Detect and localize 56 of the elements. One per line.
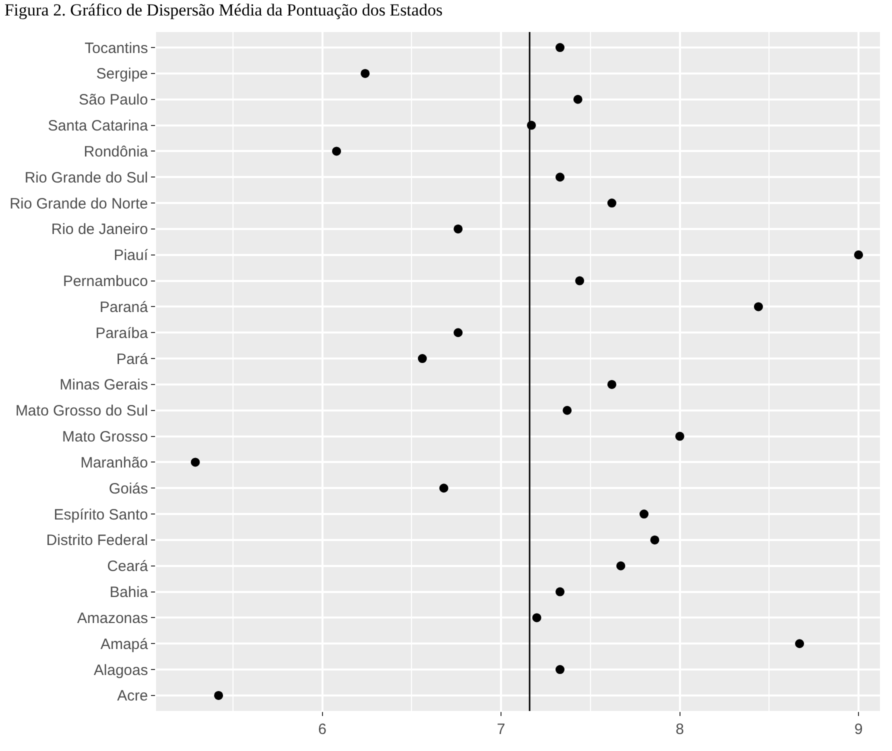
point (556, 665, 565, 674)
point (607, 380, 616, 389)
point (754, 302, 763, 312)
y-tick-label: Sergipe (96, 66, 148, 83)
y-tick-label: Paraná (100, 298, 149, 316)
point (439, 484, 448, 493)
point (556, 587, 565, 596)
y-tick-label: Minas Gerais (60, 376, 148, 394)
y-tick-label: Mato Grosso (62, 428, 148, 446)
y-tick-label: Goiás (108, 480, 148, 498)
point (607, 198, 616, 208)
y-tick-label: Rio Grande do Norte (10, 195, 148, 212)
y-tick-label: Acre (117, 688, 148, 705)
y-tick-label: Piauí (114, 247, 149, 264)
point (675, 432, 684, 441)
x-tick-label: 8 (676, 721, 684, 738)
y-tick-label: Alagoas (94, 662, 148, 679)
y-tick-label: Rio de Janeiro (51, 221, 148, 238)
point (332, 146, 342, 156)
point (556, 43, 565, 52)
point (573, 94, 582, 104)
x-tick-label: 6 (318, 721, 326, 738)
y-tick-label: Santa Catarina (48, 118, 149, 135)
y-tick-label: Amazonas (77, 610, 148, 627)
point (454, 328, 463, 338)
y-tick-label: Tocantins (84, 40, 148, 57)
point (532, 613, 542, 622)
y-tick-label: Paraíba (95, 324, 149, 342)
point (190, 458, 200, 467)
point (575, 276, 584, 286)
x-tick-label: 7 (496, 721, 506, 738)
y-tick-label: Pará (116, 350, 149, 368)
point (360, 68, 370, 78)
point (556, 172, 565, 182)
point (418, 354, 427, 364)
point (795, 639, 804, 648)
y-tick-label: Rondônia (84, 143, 149, 160)
x-tick-label: 9 (854, 721, 863, 738)
y-tick-label: Pernambuco (62, 273, 148, 290)
y-tick-label: Ceará (107, 558, 149, 576)
point (214, 690, 224, 700)
y-tick-label: São Paulo (78, 92, 148, 109)
point (640, 510, 649, 519)
point (616, 561, 626, 570)
point (854, 250, 864, 260)
y-tick-label: Amapá (100, 636, 149, 653)
chart-title: Figura 2. Gráfico de Dispersão Média da Pontuação dos Estados (4, 0, 443, 20)
y-tick-label: Bahia (110, 584, 149, 602)
point (454, 224, 463, 234)
y-tick-label: Distrito Federal (46, 532, 148, 550)
point (650, 535, 660, 544)
point (562, 406, 572, 415)
y-tick-label: Rio Grande do Sul (24, 169, 148, 186)
y-tick-label: Mato Grosso do Sul (15, 402, 148, 420)
y-tick-label: Espírito Santo (54, 506, 148, 524)
y-tick-label: Maranhão (80, 454, 148, 472)
